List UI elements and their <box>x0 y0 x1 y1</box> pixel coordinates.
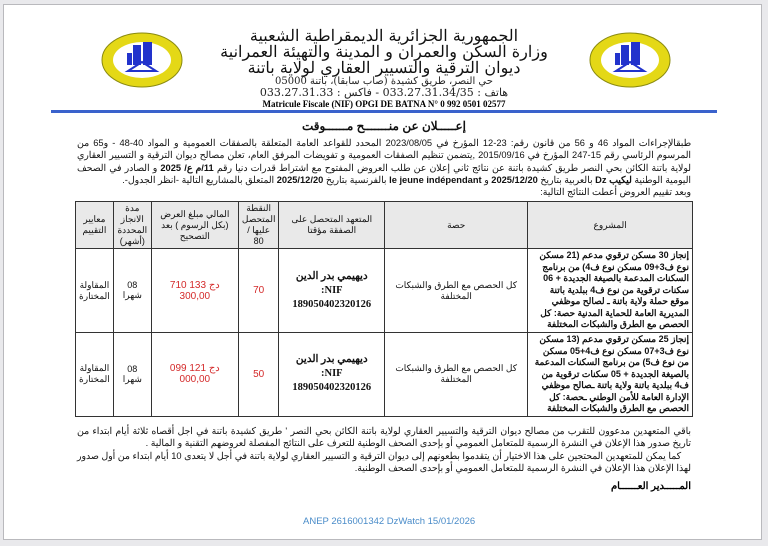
intro-text: بالفرنسية بتاريخ <box>325 174 387 185</box>
intro-text: بالعربية بتاريخ <box>540 174 593 185</box>
header-nif: Matricule Fiscale (NIF) OPGI DE BATNA N°… <box>262 99 506 109</box>
intro-text: المتعلق بالمشاريع التالية -انظر الجدول-. <box>122 174 275 185</box>
col-firm: المتعهد المتحصل على الصفقة مؤقتا <box>278 201 386 250</box>
firm-cell: ديهيمي بدر الدين NIF: 189050402320126 <box>278 331 386 417</box>
header-republic: الجمهورية الجزائرية الديمقراطية الشعبية <box>249 26 519 45</box>
opgi-logo-right <box>589 32 671 88</box>
header-divider <box>51 110 717 113</box>
nif-label: NIF: <box>320 284 343 296</box>
currency: دج <box>208 363 220 375</box>
amount: 133 710 300,00 <box>169 279 211 302</box>
outro-text: باقي المتعهدين مدعوون للتقرب من مصالح دي… <box>77 425 691 449</box>
firm-name: ديهيمي بدر الدين <box>295 270 368 282</box>
duration-cell: 08 شهرا <box>112 248 152 333</box>
col-lot: حصة <box>384 201 529 250</box>
col-amount: المالي مبلغ العرض (بكل الرسوم ) بعد التص… <box>150 201 239 250</box>
header-address: حي النصر، طريق كشيدة (صاب سابقا)، باتنة … <box>275 76 493 87</box>
firm-cell: ديهيمي بدر الدين NIF: 189050402320126 <box>278 248 386 333</box>
header-ministry: وزارة السكن والعمران و المدينة والتهيئة … <box>220 42 548 61</box>
intro-paragraph: طبقالإجراءات المواد 46 و 56 من قانون رقم… <box>77 137 691 198</box>
newspaper-ar: ليكيب Dz <box>595 174 632 185</box>
col-duration: مدة الانجاز المحددة (أشهر) <box>112 201 152 250</box>
criteria-cell: المقاولة المختارة <box>75 248 114 333</box>
results-table: المشروع حصة المتعهد المتحصل على الصفقة م… <box>75 201 693 417</box>
col-criteria: معايير التقييم <box>75 201 114 250</box>
firm-nif: 189050402320126 <box>292 382 372 394</box>
criteria-cell: المقاولة المختارة <box>75 331 114 417</box>
lot-cell: كل الحصص مع الطرق والشبكات المختلفة <box>384 248 529 333</box>
score-cell: 50 <box>237 331 280 417</box>
intro-text: وبعد تقييم العروض أعطت النتائج التالية: <box>540 187 691 198</box>
date-fr: 2025/12/20 <box>276 174 324 185</box>
duration-cell: 08 شهرا <box>112 331 152 417</box>
notice-title: إعـــــلان عن منـــــــح مــــــوقت <box>302 119 466 133</box>
col-project: المشروع <box>527 201 693 250</box>
outro-paragraph: باقي المتعهدين مدعوون للتقرب من مصالح دي… <box>77 425 691 474</box>
header-phone: هاتف : 033.27.31.34/35 - فاكس : 033.27.3… <box>259 86 509 99</box>
amount-cell: دج 133 710 300,00 <box>150 248 239 333</box>
amount-cell: دج 121 099 000,00 <box>150 331 239 417</box>
nif-label: NIF: <box>320 368 343 380</box>
firm-name: ديهيمي بدر الدين <box>295 354 368 366</box>
intro-text: و الصادر في الصحف اليومية الوطنية <box>77 162 691 185</box>
firm-nif: 189050402320126 <box>292 298 372 310</box>
table-row: إنجاز 30 مسكن ترقوي مدعم (21 مسكن نوع ف3… <box>75 248 693 333</box>
table-header-row: المشروع حصة المتعهد المتحصل على الصفقة م… <box>75 201 693 250</box>
newspaper-fr: le jeune indépendant <box>389 174 482 185</box>
table-row: إنجاز 25 مسكن ترقوي مدعم (13 مسكن نوع ف3… <box>75 331 693 417</box>
currency: دج <box>208 279 220 291</box>
intro-text: و <box>484 174 489 185</box>
signature-row: المـــــدير العــــــام <box>77 480 691 493</box>
lot-cell: كل الحصص مع الطرق والشبكات المختلفة <box>384 331 529 417</box>
opgi-logo-left <box>101 32 183 88</box>
document-content: الجمهورية الجزائرية الديمقراطية الشعبية … <box>0 28 768 536</box>
project-cell: إنجاز 30 مسكن ترقوي مدعم (21 مسكن نوع ف3… <box>527 248 693 333</box>
outro-text: كما يمكن للمتعهدين المحتجين على هذا الاخ… <box>77 450 691 473</box>
project-cell: إنجاز 25 مسكن ترقوي مدعم (13 مسكن نوع ف3… <box>527 331 693 417</box>
intro-text: طبقالإجراءات المواد 46 و 56 من قانون رقم… <box>77 138 691 173</box>
col-score: النقطة المتحصل عليها / 80 <box>237 201 280 250</box>
header-office: ديوان الترقية والتسيير العقاري لولاية با… <box>247 58 521 77</box>
footer-reference: ANEP 2616001342 DzWatch 15/01/2026 <box>303 516 476 527</box>
date-ar: 2025/12/20 <box>491 174 538 185</box>
amount: 121 099 000,00 <box>169 363 211 386</box>
score-cell: 70 <box>237 248 280 333</box>
footer-row: ANEP 2616001342 DzWatch 15/01/2026 <box>0 510 768 536</box>
tender-ref: 11/م ع/ 2025 <box>160 162 214 173</box>
signature: المـــــدير العــــــام <box>610 481 691 493</box>
